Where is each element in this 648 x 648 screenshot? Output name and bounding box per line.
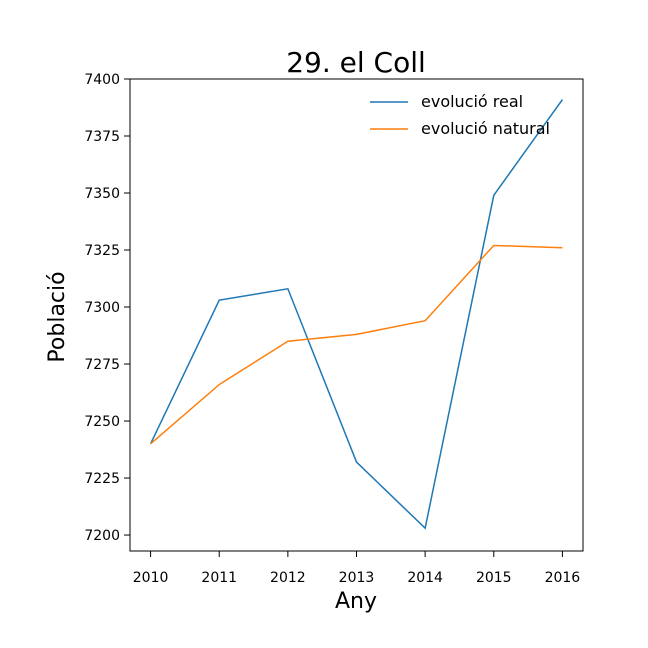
legend-label: evolució real xyxy=(421,92,523,111)
y-tick-label: 7200 xyxy=(84,528,120,544)
plot-frame xyxy=(129,78,584,552)
y-tick-label: 7275 xyxy=(84,357,120,373)
legend-label: evolució natural xyxy=(421,119,550,138)
x-tick-label: 2016 xyxy=(545,570,581,586)
plot-area xyxy=(129,78,584,552)
x-tick-label: 2012 xyxy=(270,570,306,586)
x-axis: 2010 2011 2012 2013 2014 2015 2016 xyxy=(133,551,581,586)
x-axis-label: Any xyxy=(335,589,377,614)
y-tick-label: 7300 xyxy=(84,300,120,316)
y-tick-label: 7375 xyxy=(84,129,120,145)
y-axis-label: Població xyxy=(45,271,70,362)
series-lines xyxy=(149,99,564,530)
y-axis: 7200 7225 7250 7275 7300 7325 7350 7375 7400 xyxy=(84,72,130,544)
y-tick-label: 7225 xyxy=(84,471,120,487)
y-tick-label: 7350 xyxy=(84,186,120,202)
x-tick-label: 2013 xyxy=(339,570,375,586)
y-tick-label: 7325 xyxy=(84,243,120,259)
series-line-2 xyxy=(150,244,563,445)
legend: evolució real evolució natural xyxy=(370,92,550,138)
y-tick-label: 7400 xyxy=(84,72,120,88)
x-tick-label: 2015 xyxy=(476,570,512,586)
y-tick-label: 7250 xyxy=(84,414,120,430)
x-tick-label: 2014 xyxy=(407,570,443,586)
x-tick-label: 2011 xyxy=(201,570,237,586)
chart-title: 29. el Coll xyxy=(286,46,426,79)
x-tick-label: 2010 xyxy=(133,570,169,586)
series-line-1 xyxy=(149,99,564,530)
